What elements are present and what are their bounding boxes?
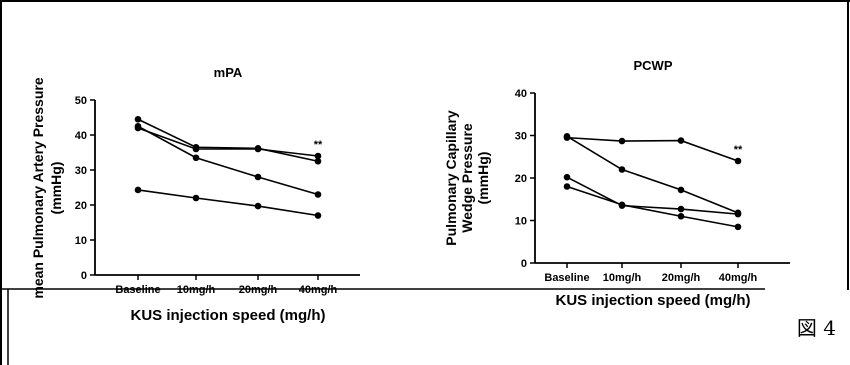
chart-title: PCWP <box>634 58 673 73</box>
series-line <box>137 189 319 217</box>
data-point <box>314 212 322 219</box>
significance-annotation: ** <box>734 144 743 156</box>
data-point <box>254 202 262 210</box>
data-point <box>618 201 626 209</box>
data-point <box>677 137 685 144</box>
series-line <box>566 136 739 162</box>
y-axis-label: Wedge Pressure <box>459 123 475 233</box>
data-point <box>134 122 142 130</box>
data-point <box>254 173 262 181</box>
data-point <box>563 133 571 140</box>
data-point <box>314 157 322 165</box>
x-tick-label: Baseline <box>544 272 589 284</box>
series-line <box>137 125 319 196</box>
y-tick-label: 20 <box>515 173 527 185</box>
x-tick-label: 10mg/h <box>603 272 642 284</box>
data-point <box>563 173 571 181</box>
data-point <box>314 152 322 160</box>
x-tick-label: 40mg/h <box>299 284 338 296</box>
data-point <box>677 205 685 213</box>
y-tick-label: 0 <box>81 270 87 282</box>
data-point <box>677 212 685 220</box>
data-point <box>563 183 571 190</box>
data-point <box>734 210 742 218</box>
data-point <box>192 154 200 162</box>
data-point <box>618 137 626 145</box>
y-tick-label: 20 <box>75 200 87 212</box>
x-axis-label: KUS injection speed (mg/h) <box>555 292 750 309</box>
y-tick-label: 30 <box>75 165 87 177</box>
data-point <box>314 191 322 198</box>
chart-pcwp: PCWP 0 10 20 30 40 Baseline 10mg/h 20mg/h 40mg/h K… <box>443 58 790 309</box>
x-tick-label: 20mg/h <box>662 272 701 284</box>
x-tick-label: 20mg/h <box>239 284 278 296</box>
chart-mpa: mPA 0 10 20 30 40 50 Baseline 10mg/h 20mg/h 40mg/h… <box>30 65 360 324</box>
data-point <box>192 145 200 153</box>
y-axis-label: Pulmonary Capillary <box>443 110 459 246</box>
y-tick-label: 50 <box>75 95 87 107</box>
series-line <box>566 135 739 214</box>
x-axis-label: KUS injection speed (mg/h) <box>130 307 325 324</box>
series-line <box>566 185 739 228</box>
series-line <box>137 127 319 157</box>
y-tick-label: 40 <box>515 88 527 100</box>
data-point <box>734 223 742 231</box>
data-point <box>134 115 142 123</box>
data-point <box>618 166 626 173</box>
data-point <box>734 157 742 165</box>
series-line <box>137 118 319 163</box>
y-tick-label: 10 <box>75 235 87 247</box>
y-tick-label: 40 <box>75 130 87 142</box>
data-point <box>192 194 200 202</box>
x-tick-label: Baseline <box>115 284 160 296</box>
significance-annotation: ** <box>314 139 323 151</box>
y-axis-label: (mmHg) <box>48 162 64 215</box>
series-line <box>566 176 739 215</box>
data-point <box>134 186 142 194</box>
y-axis-label: mean Pulmonary Artery Pressure <box>30 77 46 298</box>
x-tick-label: 10mg/h <box>177 284 216 296</box>
figure-label: 図 4 <box>796 316 836 340</box>
y-tick-label: 10 <box>515 216 527 228</box>
y-tick-label: 30 <box>515 131 527 143</box>
data-point <box>677 186 685 194</box>
chart-title: mPA <box>214 65 243 80</box>
y-axis-label: (mmHg) <box>475 152 491 205</box>
y-tick-label: 0 <box>521 258 527 270</box>
x-tick-label: 40mg/h <box>719 272 758 284</box>
data-point <box>254 145 262 153</box>
